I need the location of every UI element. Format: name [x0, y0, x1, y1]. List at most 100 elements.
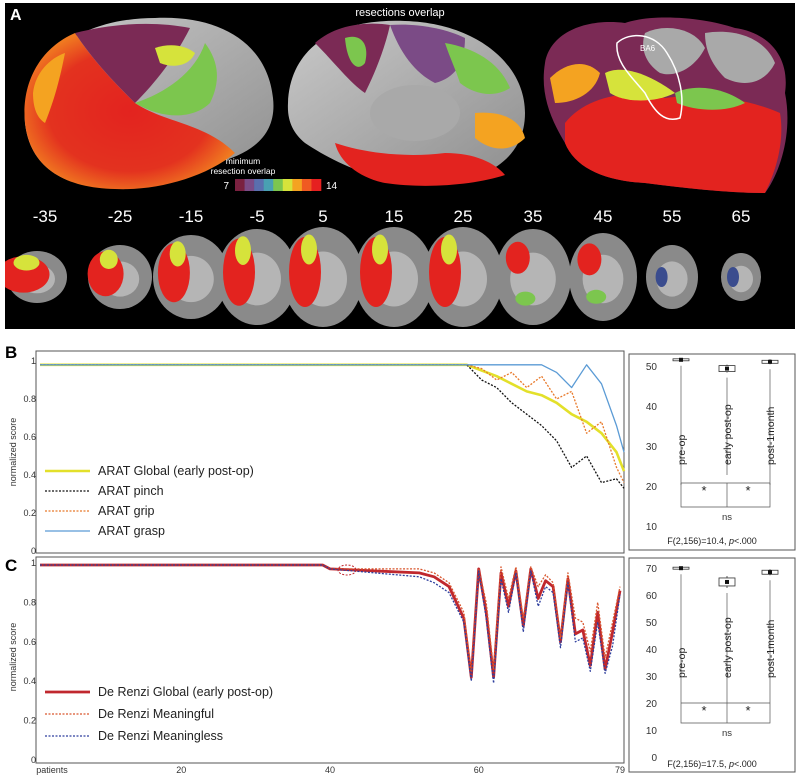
axial-slice-resection [505, 241, 530, 274]
box-category-label: early post-op [722, 617, 734, 678]
series-line [40, 363, 626, 472]
panel-c-xticks: patients 20 40 60 79 [36, 765, 625, 775]
colorbar-cell [273, 179, 284, 191]
ba6-label: BA6 [640, 44, 656, 53]
panel-c-boxplot: 70 60 50 40 30 20 10 0 pre-op early post-op post-1… [646, 564, 779, 769]
stat-text-f: F(2,156)=10.4, [667, 536, 729, 546]
panel-c-lines [40, 563, 622, 684]
box-y-tick-label: 30 [646, 442, 658, 453]
legend-entry: ARAT pinch [98, 484, 164, 498]
axial-slice-resection [727, 267, 739, 287]
significance-star: * [745, 483, 750, 498]
axial-slice-resection-edge [372, 234, 388, 265]
panel-b-ylabel: normalized score [8, 418, 18, 487]
box-y-tick-label: 70 [646, 564, 658, 575]
box-y-tick-label: 40 [646, 402, 658, 413]
slice-label: 15 [385, 207, 404, 226]
series-line [40, 364, 625, 453]
colorbar-cell [301, 179, 312, 191]
x-tick-label: 40 [325, 765, 335, 775]
colorbar-cell [244, 179, 255, 191]
box-category-label: early post-op [722, 404, 734, 465]
legend-entry: ARAT grasp [98, 524, 165, 538]
colorbar-title-line2: resection overlap [211, 166, 276, 176]
series-line [40, 564, 621, 684]
ns-label: ns [722, 512, 732, 523]
box-median-marker [768, 570, 772, 575]
stat-text-value: <.000 [734, 536, 757, 546]
lateral-brain-view [24, 17, 274, 190]
panel-a-label: A [10, 7, 22, 24]
y-tick-label: 0.4 [23, 470, 36, 480]
slice-label: -5 [249, 207, 264, 226]
y-tick-label: 0.6 [23, 432, 36, 442]
stat-text-value: <.000 [734, 759, 757, 769]
y-tick-label: 0 [31, 755, 36, 765]
panel-b-plot-frame [35, 350, 625, 554]
y-tick-label: 0 [31, 546, 36, 555]
y-tick-label: 0.2 [23, 508, 36, 518]
box-y-tick-label: 50 [646, 362, 658, 373]
axial-slice-resection-edge [169, 241, 186, 267]
x-tick-label: 60 [474, 765, 484, 775]
stat-text-p: p [728, 759, 734, 769]
box-category-label: pre-op [676, 647, 688, 678]
significance-star: * [745, 703, 750, 718]
axial-slice-resection-edge [235, 236, 251, 265]
box-y-tick-label: 60 [646, 591, 658, 602]
panel-b-lines [40, 363, 626, 489]
panel-c-label: C [5, 556, 18, 575]
box-y-tick-label: 20 [646, 482, 658, 493]
y-tick-label: 1 [31, 558, 36, 568]
slice-label: 35 [524, 207, 543, 226]
y-tick-label: 1 [31, 356, 36, 366]
panel-a-title: resections overlap [355, 7, 444, 19]
colorbar-cell [263, 179, 274, 191]
box-category-label: post-1month [765, 619, 777, 678]
panel-b-label: B [5, 343, 18, 362]
axial-slice-resection-edge [441, 234, 457, 265]
colorbar: minimum resection overlap 7 14 [211, 156, 338, 192]
panel-b-legend: ARAT Global (early post-op) ARAT pinch ARA… [45, 464, 254, 538]
panel-b-boxplot: 50 40 30 20 10 pre-op early post-op post-1month… [646, 357, 779, 546]
x-tick-label: patients [36, 765, 68, 775]
slice-labels: -35 -25 -15 -5 5 15 25 35 45 55 65 [33, 207, 751, 226]
colorbar-cells [235, 179, 322, 191]
stat-text: F(2,156)=17.5, p<.000 [667, 759, 757, 769]
axial-slice-resection-edge [301, 234, 317, 265]
panel-b-boxplot-frame [628, 353, 796, 551]
panel-c-legend: De Renzi Global (early post-op) De Renzi … [45, 685, 273, 743]
box-y-tick-label: 30 [646, 672, 658, 683]
box-y-tick-label: 50 [646, 618, 658, 629]
legend-entry: De Renzi Global (early post-op) [98, 685, 273, 699]
significance-bracket [680, 483, 771, 508]
ns-label: ns [722, 728, 732, 739]
box-median-marker [725, 366, 729, 371]
panel-c-boxplot-frame [628, 557, 796, 773]
flat-map-view: BA6 [543, 17, 788, 194]
stat-text-p: p [728, 536, 734, 546]
medial-brain-view [287, 20, 525, 186]
box-median-marker [679, 357, 683, 362]
y-tick-label: 0.2 [23, 716, 36, 726]
axial-slice-resection-edge [13, 254, 40, 271]
slice-label: -15 [179, 207, 204, 226]
box-category-label: post-1month [765, 406, 777, 465]
slice-label: -25 [108, 207, 133, 226]
brain-figure-panel: BA6 minimum resection overlap 7 14 resec… [5, 3, 795, 329]
x-tick-label: 20 [176, 765, 186, 775]
legend-entry: De Renzi Meaningless [98, 729, 223, 743]
slice-label: 5 [318, 207, 327, 226]
box-y-tick-label: 10 [646, 726, 658, 737]
series-line [40, 364, 625, 489]
series-line [40, 364, 625, 483]
y-tick-label: 0.8 [23, 394, 36, 404]
axial-slice-resection [577, 243, 602, 276]
panel-c-ylabel: normalized score [8, 623, 18, 692]
legend-entry: ARAT grip [98, 504, 155, 518]
stat-text: F(2,156)=10.4, p<.000 [667, 536, 757, 546]
panel-c-plot-frame [35, 556, 625, 764]
box-y-tick-label: 0 [651, 753, 657, 764]
panel-c-yticks: 1 0.8 0.6 0.4 0.2 0 [23, 558, 36, 765]
axial-slice-resection-edge [99, 249, 118, 269]
